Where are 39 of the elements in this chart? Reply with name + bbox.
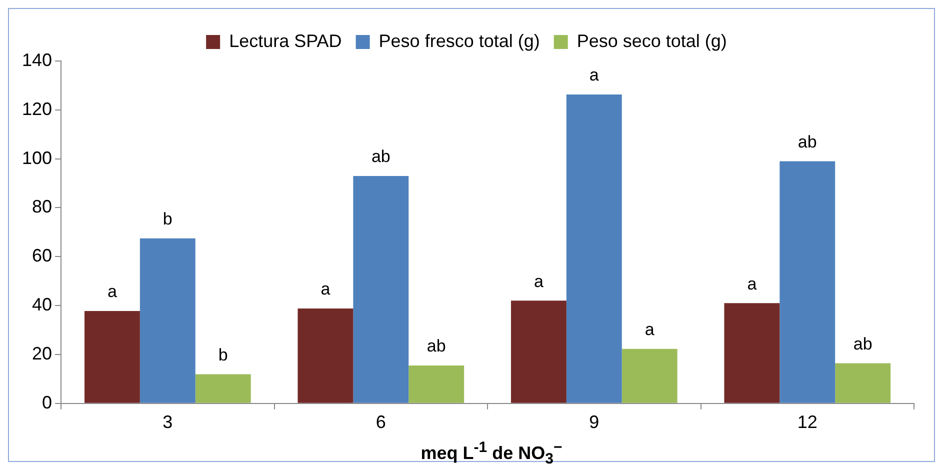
y-tick-label: 100	[22, 148, 52, 168]
bar	[140, 238, 196, 403]
data-label: ab	[798, 132, 817, 152]
x-tick-label: 9	[589, 412, 600, 432]
data-label: a	[534, 272, 544, 291]
y-tick-label: 140	[22, 50, 52, 70]
y-tick-label: 40	[32, 294, 52, 315]
bar	[195, 374, 251, 403]
data-label: a	[107, 282, 118, 302]
data-label: ab	[853, 334, 872, 354]
bar	[566, 94, 622, 403]
bar	[622, 348, 678, 403]
y-tick-label: 80	[32, 196, 52, 217]
bar	[408, 365, 464, 403]
bar	[724, 303, 780, 403]
data-label: a	[747, 274, 758, 294]
data-label: a	[320, 280, 331, 299]
x-tick-label: 3	[162, 412, 173, 432]
bar	[835, 363, 891, 403]
data-label: b	[162, 210, 172, 228]
x-tick-label: 6	[376, 412, 386, 432]
bar	[510, 300, 566, 403]
data-label: a	[589, 66, 600, 85]
x-tick-label: 12	[797, 412, 818, 432]
legend-label: Peso fresco total (g)	[378, 30, 540, 51]
bar	[353, 176, 409, 403]
data-label: ab	[426, 336, 446, 356]
y-tick-label: 120	[22, 98, 52, 119]
y-tick-label: 0	[42, 392, 52, 412]
legend-label: Lectura SPAD	[229, 30, 342, 51]
bar	[84, 310, 140, 403]
data-label: b	[218, 345, 228, 364]
bar	[298, 308, 354, 403]
y-tick-label: 60	[32, 246, 52, 266]
y-tick-label: 20	[32, 343, 52, 364]
data-label: ab	[371, 147, 390, 166]
bar	[780, 161, 836, 403]
legend-label: Peso seco total (g)	[576, 30, 727, 51]
data-label: a	[644, 320, 655, 340]
